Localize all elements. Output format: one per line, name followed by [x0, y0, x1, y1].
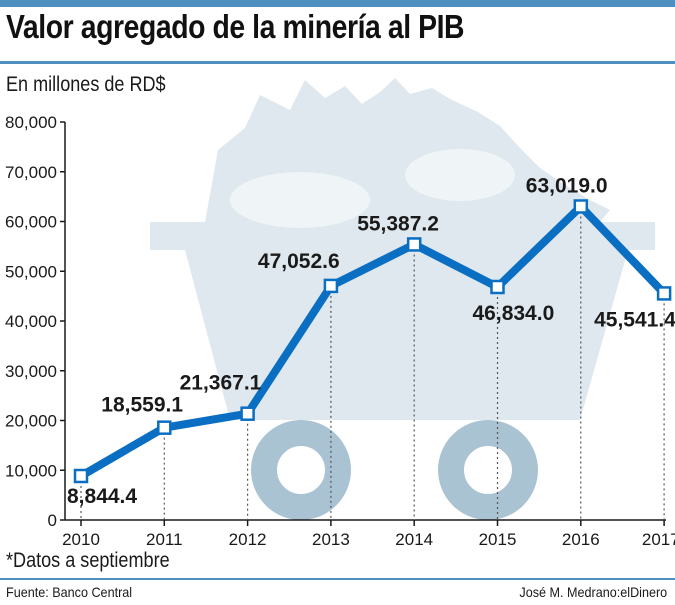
- title-divider: [0, 61, 675, 64]
- top-accent-bar: [0, 0, 675, 7]
- cart-load-highlight-2: [405, 149, 515, 201]
- x-tick-label: 2014: [395, 530, 433, 549]
- y-tick-label: 40,000: [5, 312, 57, 331]
- y-tick-label: 10,000: [5, 461, 57, 480]
- data-point: [406, 237, 422, 252]
- data-point: [73, 468, 89, 484]
- cart-wheel-right: [438, 420, 538, 520]
- series-line: [77, 202, 669, 480]
- data-label: 47,052.6: [258, 250, 340, 273]
- drop-lines: [80, 206, 665, 520]
- footer-divider: [0, 578, 675, 580]
- chart-axes: 0 10,000 20,000 30,000 40,000 50,000 60,000 70,…: [5, 113, 675, 549]
- data-point: [157, 420, 172, 435]
- data-point: [323, 278, 339, 294]
- data-label: 21,367.1: [180, 372, 262, 395]
- x-tick-label: 2012: [229, 530, 267, 549]
- x-tick-label: 2015: [479, 530, 517, 549]
- x-tick-label: 2013: [312, 530, 350, 549]
- data-point: [656, 286, 672, 301]
- x-tick-label: 2011: [146, 530, 183, 549]
- data-point: [573, 199, 589, 214]
- cart-wheel-left: [251, 420, 351, 520]
- data-label: 8,844.4: [67, 485, 137, 508]
- data-point: [240, 406, 255, 421]
- y-axis-unit-label: En millones de RD$: [6, 73, 166, 96]
- source-credit: Fuente: Banco Central: [6, 584, 133, 600]
- data-label: 63,019.0: [526, 174, 608, 197]
- y-tick-label: 50,000: [5, 262, 57, 281]
- chart-title: Valor agregado de la minería al PIB: [6, 8, 465, 45]
- value-line: [77, 202, 669, 480]
- y-tick-label: 60,000: [5, 213, 57, 232]
- y-tick-label: 80,000: [5, 113, 57, 132]
- data-point: [490, 279, 505, 295]
- data-labels: 8,844.4 18,559.121,367.1 47,052.6 55,387.2 4…: [67, 174, 675, 508]
- data-markers: [73, 199, 672, 484]
- data-label: 46,834.0: [473, 302, 555, 325]
- x-tick-label: 2010: [62, 530, 100, 549]
- cart-load-highlight: [230, 172, 370, 228]
- mine-cart-illustration: [150, 78, 655, 520]
- y-tick-label: 70,000: [5, 163, 57, 182]
- y-tick-label: 30,000: [5, 362, 57, 381]
- y-tick-label: 0: [48, 511, 57, 530]
- x-tick-label: 2017*: [642, 530, 675, 549]
- author-credit: José M. Medrano:elDinero: [519, 584, 667, 600]
- data-label: 18,559.1: [101, 394, 183, 417]
- data-label: 45,541.4: [594, 308, 675, 331]
- y-tick-label: 20,000: [5, 412, 57, 431]
- x-tick-label: 2016: [562, 530, 600, 549]
- data-label: 55,387.2: [357, 212, 439, 235]
- footnote: *Datos a septiembre: [6, 549, 170, 572]
